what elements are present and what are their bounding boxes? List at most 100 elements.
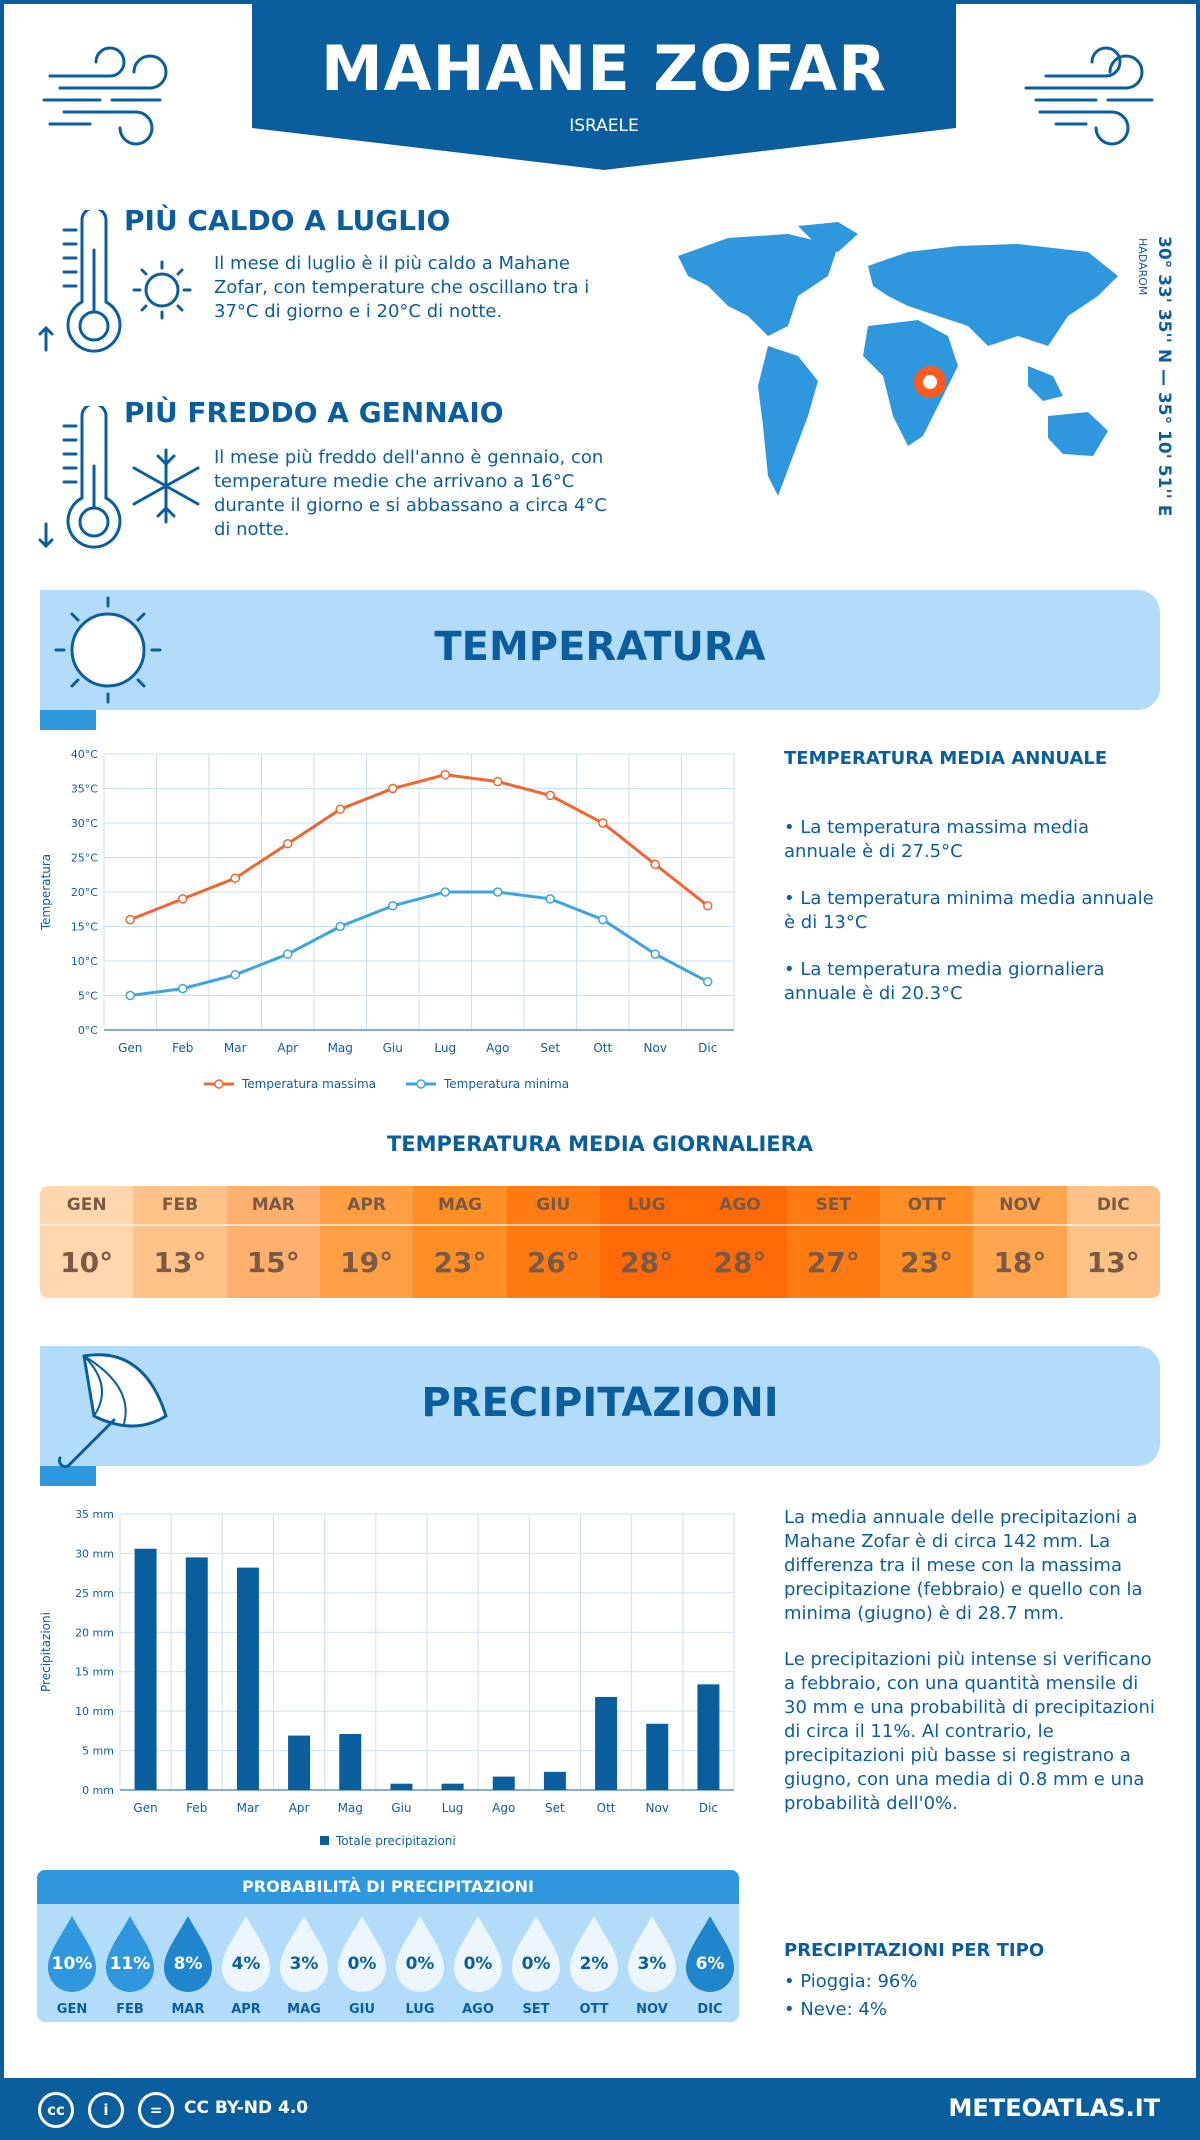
probability-month: DIC [697,2002,723,2017]
probability-value: 0% [521,1954,551,1974]
probability-drop: 0% AGO [450,1914,506,2017]
no-derivatives-icon: = [138,2092,174,2128]
annual-temp-max: • La temperatura massima media annuale è… [784,817,1090,862]
daily-temp-month: APR [347,1195,386,1215]
probability-drop: 10% GEN [44,1914,100,2017]
x-tick-label: Feb [172,1041,193,1055]
probability-value: 11% [109,1954,151,1974]
probability-title: PROBABILITÀ DI PRECIPITAZIONI [37,1870,739,1904]
daily-temp-cell: GIU 26° [506,1186,600,1298]
y-tick-label: 25 mm [75,1587,114,1600]
x-tick-label: Set [545,1801,565,1815]
daily-temp-month: DIC [1096,1195,1130,1215]
raindrop-icon [512,1916,560,1992]
data-point [545,790,555,801]
y-tick-label: 0 mm [82,1784,114,1797]
probability-value: 0% [463,1954,493,1974]
daily-temp-month: GIU [536,1195,571,1215]
data-point [283,838,293,849]
x-tick-label: Ago [492,1801,515,1815]
data-point [493,776,503,787]
probability-drop: 6% DIC [682,1914,738,2017]
probability-month: SET [522,2002,550,2017]
probability-month: NOV [636,2002,668,2017]
x-tick-label: Ott [597,1801,616,1815]
header-shape [252,4,956,170]
raindrop-icon [222,1916,270,1992]
y-tick-label: 10 mm [75,1705,114,1718]
x-tick-label: Mag [338,1801,363,1815]
daily-temp-month: GEN [66,1195,107,1215]
data-point [493,887,503,897]
precip-bar [543,1771,566,1790]
x-tick-label: Mar [224,1041,247,1055]
x-tick-label: Dic [698,1041,717,1055]
series-line-min [130,890,709,997]
data-point [335,921,345,932]
x-tick-label: Gen [118,1041,142,1055]
probability-drop: 11% FEB [102,1914,158,2017]
data-point [598,818,608,828]
x-tick-label: Feb [186,1801,207,1815]
y-tick-label: 15°C [71,921,98,934]
data-point [545,894,555,904]
daily-temp-value: 19° [319,1224,414,1298]
daily-temp-value: 28° [693,1224,787,1298]
daily-temp-value: 18° [973,1224,1067,1298]
hottest-title: PIÙ CALDO A LUGLIO [124,204,451,237]
probability-month: APR [231,2002,261,2017]
precip-bar [492,1776,515,1790]
x-tick-label: Lug [442,1801,464,1815]
raindrop-icon [338,1916,386,1992]
legend-swatch [320,1836,329,1845]
probability-month: OTT [579,2002,609,2017]
page-title: MAHANE ZOFAR [320,32,887,105]
x-tick-label: Set [540,1041,560,1055]
header-banner: MAHANE ZOFAR ISRAELE [252,4,956,170]
daily-temp-cell: DIC 13° [1066,1186,1160,1298]
x-tick-label: Nov [646,1801,669,1815]
precip-bar [390,1783,413,1790]
precip-type-snow: • Neve: 4% [784,1999,887,2020]
y-tick-label: 10°C [71,955,98,968]
y-axis-label: Precipitazioni [39,1612,53,1692]
y-tick-label: 5 mm [82,1745,114,1758]
y-axis-label: Temperatura [39,854,53,931]
data-point [440,887,450,897]
raindrop-icon [454,1916,502,1992]
license-label: CC BY-ND 4.0 [184,2098,309,2118]
series-line-max [129,773,709,921]
raindrop-icon [686,1916,734,1992]
probability-month: MAG [287,2002,321,2017]
daily-temp-cell: APR 19° [319,1186,414,1298]
raindrop-icon [628,1916,676,1992]
temperature-banner [40,590,1160,710]
y-tick-label: 40°C [71,748,98,761]
probability-month: LUG [405,2002,435,2017]
data-point [598,914,608,925]
brand-link[interactable]: METEOATLAS.IT [948,2094,1160,2122]
daily-temp-month: NOV [999,1195,1041,1215]
thermometer-hot-icon [38,210,192,353]
x-tick-label: Apr [277,1041,298,1055]
precipitation-chart: 0 mm 5 mm 10 mm 15 mm 20 mm 25 mm 30 mm 35 mm Ge… [39,1508,735,1848]
probability-drop: 2% OTT [566,1914,622,2017]
precip-type-title: PRECIPITAZIONI PER TIPO [784,1940,1045,1961]
probability-drop: 0% LUG [392,1914,448,2017]
x-tick-label: Mar [237,1801,260,1815]
raindrop-icon [280,1916,328,1992]
y-tick-label: 35 mm [75,1508,114,1521]
data-point [335,804,345,814]
daily-temp-cell: OTT 23° [879,1186,974,1298]
precip-text-2: Le precipitazioni più intense si verific… [784,1649,1155,1814]
daily-temp-month: FEB [161,1195,199,1215]
x-tick-label: Dic [699,1801,718,1815]
world-map [678,222,1118,496]
probability-value: 2% [579,1954,609,1974]
coldest-text: Il mese più freddo dell'anno è gennaio, … [214,447,607,540]
probability-value: 6% [695,1954,725,1974]
daily-temp-cell: FEB 13° [133,1186,227,1298]
legend-label: Totale precipitazioni [335,1834,456,1848]
y-tick-label: 30 mm [75,1547,114,1560]
